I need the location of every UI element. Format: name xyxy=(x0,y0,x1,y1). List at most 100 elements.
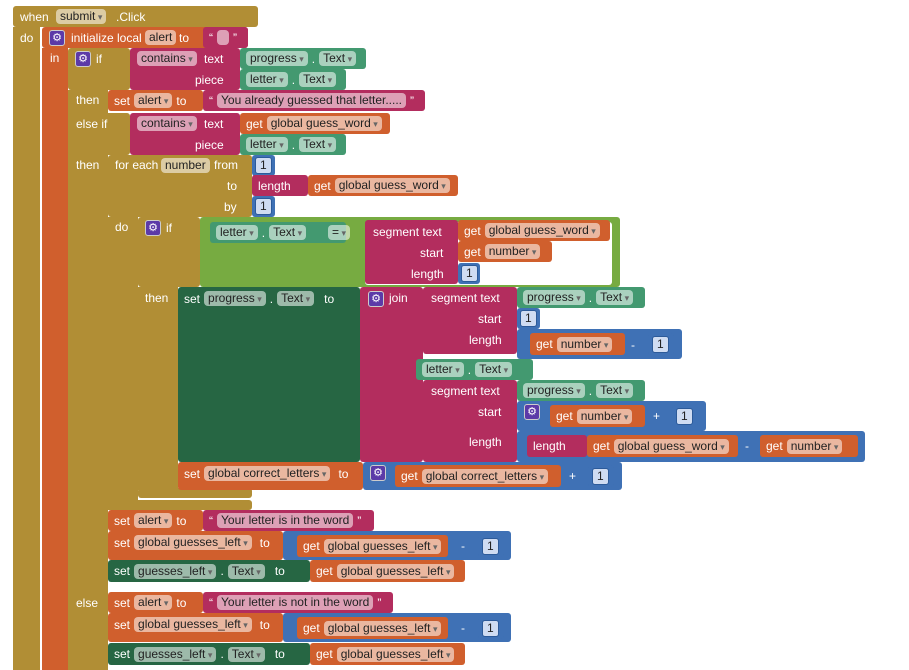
var-dropdown[interactable]: global guesses_left xyxy=(134,617,252,632)
progress-text-getter[interactable]: progress.Text xyxy=(240,48,366,69)
get-number-block[interactable]: get number xyxy=(530,333,625,355)
number-block[interactable]: 1 xyxy=(517,308,540,329)
number-value[interactable]: 1 xyxy=(520,310,537,327)
gear-icon[interactable]: ⚙ xyxy=(370,465,386,481)
var-dropdown[interactable]: number xyxy=(576,408,633,424)
segment-block[interactable] xyxy=(423,380,517,462)
property-dropdown[interactable]: Text xyxy=(319,51,357,66)
number-block[interactable]: 1 xyxy=(252,155,275,176)
property-dropdown[interactable]: Text xyxy=(269,225,307,240)
component-dropdown[interactable]: letter xyxy=(216,225,258,240)
progress-text-getter[interactable]: progress.Text xyxy=(517,380,645,401)
var-dropdown[interactable]: global guesses_left xyxy=(134,535,252,550)
get-guesses-left-block[interactable]: get global guesses_left xyxy=(297,617,448,639)
number-value[interactable]: 1 xyxy=(482,537,499,555)
letter-text-getter[interactable]: letter.Text xyxy=(240,134,346,155)
string-value[interactable]: You already guessed that letter..... xyxy=(217,93,407,108)
segment-block[interactable] xyxy=(423,287,517,354)
get-guess-word-block[interactable]: get global guess_word xyxy=(308,175,458,196)
var-dropdown[interactable]: global guess_word xyxy=(334,178,450,193)
var-dropdown[interactable]: global guesses_left xyxy=(323,538,442,554)
property-dropdown[interactable]: Text xyxy=(299,137,337,152)
string-value[interactable]: Your letter is in the word xyxy=(217,513,354,528)
number-block[interactable]: 1 xyxy=(648,333,674,355)
get-guess-word-block[interactable]: get global guess_word xyxy=(240,113,390,134)
join-block[interactable] xyxy=(360,287,423,462)
empty-string-block[interactable]: “” xyxy=(203,27,248,48)
local-var-name[interactable]: alert xyxy=(145,30,177,45)
component-dropdown[interactable]: letter xyxy=(246,72,288,87)
get-guesses-left-block[interactable]: get global guesses_left xyxy=(310,643,465,665)
number-value[interactable]: 1 xyxy=(255,157,272,174)
number-value[interactable]: 1 xyxy=(652,335,669,353)
minus-operator[interactable]: - xyxy=(631,338,635,352)
var-dropdown[interactable]: global guesses_left xyxy=(336,563,455,579)
var-dropdown[interactable]: global guesses_left xyxy=(323,620,442,636)
component-dropdown[interactable]: guesses_left xyxy=(134,563,217,579)
component-dropdown[interactable]: letter xyxy=(246,137,288,152)
var-dropdown[interactable]: global guess_word xyxy=(266,116,382,131)
string-value[interactable]: Your letter is not in the word xyxy=(217,595,374,610)
number-value[interactable]: 1 xyxy=(482,619,499,637)
number-block[interactable]: 1 xyxy=(588,465,614,487)
gear-icon[interactable]: ⚙ xyxy=(49,30,65,46)
get-guess-word-block[interactable]: get global guess_word xyxy=(587,435,738,457)
letter-text-getter[interactable]: letter.Text xyxy=(240,69,346,90)
letter-text-getter[interactable]: letter.Text xyxy=(210,222,346,243)
component-dropdown[interactable]: guesses_left xyxy=(134,646,217,662)
property-dropdown[interactable]: Text xyxy=(299,72,337,87)
get-guesses-left-block[interactable]: get global guesses_left xyxy=(297,535,448,557)
string-block[interactable]: “ You already guessed that letter.....” xyxy=(203,90,425,111)
number-block[interactable]: 1 xyxy=(672,405,698,427)
property-dropdown[interactable]: Text xyxy=(227,646,265,662)
component-dropdown[interactable]: letter xyxy=(422,362,464,377)
string-block[interactable]: “ Your letter is not in the word” xyxy=(203,592,393,613)
length-block[interactable]: length xyxy=(252,175,308,196)
gear-icon[interactable]: ⚙ xyxy=(524,404,540,420)
var-dropdown[interactable]: alert xyxy=(134,595,173,610)
property-dropdown[interactable]: Text xyxy=(475,362,513,377)
var-dropdown[interactable]: number xyxy=(786,438,843,454)
number-block[interactable]: 1 xyxy=(458,263,480,284)
component-dropdown[interactable]: progress xyxy=(523,383,585,398)
property-dropdown[interactable]: Text xyxy=(596,290,634,305)
minus-operator[interactable]: - xyxy=(461,539,465,553)
length-block[interactable]: length xyxy=(527,435,587,457)
var-dropdown[interactable]: global correct_letters xyxy=(204,466,331,481)
get-guess-word-block[interactable]: get global guess_word xyxy=(458,220,610,241)
number-block[interactable]: 1 xyxy=(252,196,275,217)
var-dropdown[interactable]: global guess_word xyxy=(613,438,729,454)
number-block[interactable]: 1 xyxy=(478,617,504,639)
property-dropdown[interactable]: Text xyxy=(277,291,315,306)
string-block[interactable]: “ Your letter is in the word” xyxy=(203,510,374,531)
number-value[interactable]: 1 xyxy=(676,407,693,425)
var-dropdown[interactable]: global guess_word xyxy=(484,223,600,238)
number-value[interactable]: 1 xyxy=(255,198,272,215)
get-number-block[interactable]: get number xyxy=(458,241,552,262)
gear-icon[interactable]: ⚙ xyxy=(75,51,91,67)
var-dropdown[interactable]: number xyxy=(556,336,613,352)
number-block[interactable]: 1 xyxy=(478,535,504,557)
gear-icon[interactable]: ⚙ xyxy=(368,291,384,307)
get-correct-letters-block[interactable]: get global correct_letters xyxy=(395,465,561,487)
set-alert-block[interactable]: setalertto xyxy=(108,592,203,613)
set-alert-block[interactable]: setalertto xyxy=(108,510,203,531)
progress-text-getter[interactable]: progress.Text xyxy=(517,287,645,308)
set-alert-block[interactable]: setalertto xyxy=(108,90,203,111)
compare-operator-dropdown[interactable]: = xyxy=(328,225,351,240)
component-dropdown[interactable]: submit xyxy=(56,9,107,24)
segment-block[interactable] xyxy=(365,220,458,284)
var-dropdown[interactable]: alert xyxy=(134,513,173,528)
set-progress-text-block[interactable] xyxy=(178,287,360,462)
property-dropdown[interactable]: Text xyxy=(227,563,265,579)
get-guesses-left-block[interactable]: get global guesses_left xyxy=(310,560,465,582)
get-number-block[interactable]: get number xyxy=(760,435,858,457)
string-value[interactable] xyxy=(217,30,229,45)
var-dropdown[interactable]: number xyxy=(484,244,541,259)
component-dropdown[interactable]: progress xyxy=(246,51,308,66)
loop-var-name[interactable]: number xyxy=(161,158,210,173)
letter-text-getter[interactable]: letter.Text xyxy=(416,359,533,380)
contains-dropdown[interactable]: contains xyxy=(137,51,197,66)
